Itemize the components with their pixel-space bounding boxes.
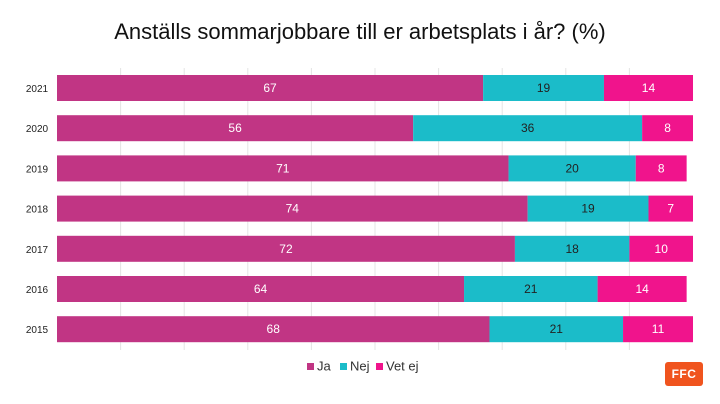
bar-segment — [527, 195, 649, 222]
bar-segment — [508, 155, 636, 182]
data-label: 20 — [565, 161, 579, 175]
data-label: 8 — [664, 121, 671, 135]
data-label: 8 — [658, 161, 665, 175]
bar-segment — [464, 276, 598, 302]
data-label: 19 — [537, 81, 551, 95]
bar-segment — [57, 115, 414, 142]
category-labels: 2021 2020 2019 2018 2017 2016 2015 — [26, 84, 49, 336]
data-label: 56 — [228, 121, 242, 135]
value-labels: 67 19 14 56 36 8 71 20 8 74 19 7 72 18 10 64 21 14 68 21 11 — [228, 81, 674, 336]
data-label: 21 — [524, 282, 538, 296]
data-label: 71 — [276, 161, 290, 175]
bar-segment — [603, 75, 693, 101]
bar-segment — [57, 195, 528, 222]
legend-swatch — [376, 363, 383, 370]
bar-segment — [514, 235, 630, 262]
category-label: 2015 — [26, 325, 49, 336]
category-label: 2018 — [26, 205, 49, 216]
category-label: 2019 — [26, 164, 49, 175]
legend-label: Nej — [350, 359, 370, 374]
bars — [57, 75, 693, 343]
ffc-logo: FFC — [665, 362, 703, 386]
bar-segment — [642, 115, 693, 142]
data-label: 10 — [655, 242, 669, 256]
data-label: 36 — [521, 121, 535, 135]
data-label: 64 — [254, 282, 268, 296]
category-label: 2021 — [26, 84, 49, 95]
bar-segment — [57, 75, 484, 101]
data-label: 11 — [652, 322, 665, 336]
data-label: 19 — [581, 202, 595, 216]
bar-segment — [483, 75, 604, 101]
category-label: 2017 — [26, 245, 49, 256]
data-label: 67 — [263, 81, 277, 95]
bar-segment — [489, 316, 624, 343]
data-label: 14 — [642, 81, 656, 95]
chart-title: Anställs sommarjobbare till er arbetspla… — [114, 19, 606, 44]
bar-segment — [57, 316, 490, 343]
legend-label: Vet ej — [386, 359, 419, 374]
bar-segment — [635, 155, 687, 182]
bar-segment — [57, 155, 509, 182]
data-label: 74 — [286, 202, 300, 216]
bar-segment — [629, 235, 693, 262]
data-label: 18 — [565, 242, 579, 256]
data-label: 21 — [550, 322, 564, 336]
bar-segment — [57, 235, 515, 262]
bar-segment — [597, 276, 687, 302]
category-label: 2020 — [26, 124, 49, 135]
data-label: 14 — [635, 282, 649, 296]
legend: Ja Nej Vet ej — [307, 359, 419, 374]
legend-swatch — [340, 363, 347, 370]
legend-swatch — [307, 363, 314, 370]
data-label: 72 — [279, 242, 293, 256]
bar-segment — [623, 316, 693, 343]
bar-segment — [57, 276, 465, 302]
data-label: 68 — [267, 322, 281, 336]
category-label: 2016 — [26, 285, 49, 296]
bar-segment — [413, 115, 643, 142]
data-label: 7 — [667, 202, 674, 216]
legend-label: Ja — [317, 359, 332, 374]
bar-segment — [648, 195, 693, 222]
